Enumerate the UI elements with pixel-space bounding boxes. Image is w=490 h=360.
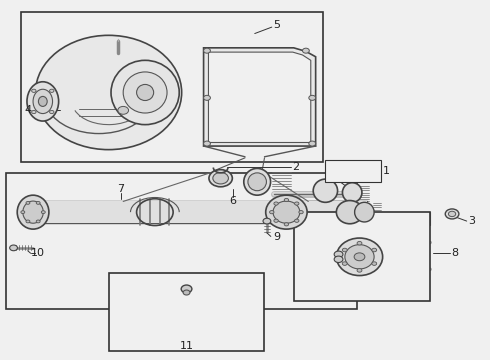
Ellipse shape xyxy=(448,211,456,217)
Bar xyxy=(109,273,265,351)
Ellipse shape xyxy=(36,220,40,223)
Bar xyxy=(308,202,367,223)
Ellipse shape xyxy=(27,82,59,121)
Text: 4: 4 xyxy=(24,105,32,115)
Ellipse shape xyxy=(355,202,374,222)
Ellipse shape xyxy=(26,202,30,204)
Ellipse shape xyxy=(248,173,267,191)
Ellipse shape xyxy=(10,245,18,251)
Ellipse shape xyxy=(35,35,182,150)
Ellipse shape xyxy=(32,89,36,93)
Ellipse shape xyxy=(123,72,167,113)
Text: 10: 10 xyxy=(31,248,45,258)
Ellipse shape xyxy=(274,202,278,205)
Ellipse shape xyxy=(38,96,47,107)
Bar xyxy=(21,12,323,162)
Text: 11: 11 xyxy=(179,341,194,351)
Ellipse shape xyxy=(302,48,309,53)
Bar xyxy=(26,202,347,223)
Ellipse shape xyxy=(203,48,210,53)
Ellipse shape xyxy=(209,170,232,187)
Ellipse shape xyxy=(41,211,45,213)
Ellipse shape xyxy=(313,179,338,202)
Ellipse shape xyxy=(372,262,377,265)
Ellipse shape xyxy=(294,219,299,222)
Ellipse shape xyxy=(36,202,40,204)
Ellipse shape xyxy=(299,211,303,214)
Ellipse shape xyxy=(372,248,377,252)
Ellipse shape xyxy=(213,172,228,184)
Text: 2: 2 xyxy=(293,162,300,172)
Ellipse shape xyxy=(183,290,190,295)
Ellipse shape xyxy=(26,220,30,223)
Ellipse shape xyxy=(284,198,289,202)
Bar xyxy=(294,212,430,301)
Text: 8: 8 xyxy=(451,248,458,258)
Ellipse shape xyxy=(137,85,154,100)
Text: 9: 9 xyxy=(273,232,280,242)
Ellipse shape xyxy=(354,253,365,261)
Ellipse shape xyxy=(336,238,383,275)
Ellipse shape xyxy=(118,107,128,114)
Ellipse shape xyxy=(345,245,374,269)
Ellipse shape xyxy=(273,201,300,223)
Bar xyxy=(6,173,357,309)
Ellipse shape xyxy=(309,141,316,146)
Ellipse shape xyxy=(244,168,270,195)
Polygon shape xyxy=(203,48,316,146)
Ellipse shape xyxy=(294,202,299,205)
Ellipse shape xyxy=(203,141,210,146)
Ellipse shape xyxy=(445,209,459,219)
Ellipse shape xyxy=(343,248,347,252)
Ellipse shape xyxy=(343,262,347,265)
Ellipse shape xyxy=(357,242,362,245)
Ellipse shape xyxy=(49,89,54,93)
Ellipse shape xyxy=(17,195,49,229)
Ellipse shape xyxy=(203,95,210,100)
Ellipse shape xyxy=(334,251,343,257)
Text: 1: 1 xyxy=(383,166,390,176)
Ellipse shape xyxy=(309,95,316,100)
Ellipse shape xyxy=(343,183,362,202)
Text: 5: 5 xyxy=(273,19,280,30)
Text: 7: 7 xyxy=(117,184,124,194)
Ellipse shape xyxy=(274,219,278,222)
Ellipse shape xyxy=(21,211,25,213)
Ellipse shape xyxy=(357,269,362,272)
Ellipse shape xyxy=(49,111,54,114)
Ellipse shape xyxy=(334,256,343,262)
Ellipse shape xyxy=(111,60,179,125)
Ellipse shape xyxy=(33,89,52,113)
Ellipse shape xyxy=(336,201,363,224)
Ellipse shape xyxy=(270,211,274,214)
Text: 3: 3 xyxy=(468,216,475,226)
Ellipse shape xyxy=(263,218,271,224)
Polygon shape xyxy=(208,52,311,143)
Ellipse shape xyxy=(284,223,289,226)
Ellipse shape xyxy=(181,285,192,293)
Ellipse shape xyxy=(23,201,43,223)
Text: 6: 6 xyxy=(229,197,236,206)
Bar xyxy=(325,160,381,182)
Ellipse shape xyxy=(32,111,36,114)
Ellipse shape xyxy=(266,195,307,229)
